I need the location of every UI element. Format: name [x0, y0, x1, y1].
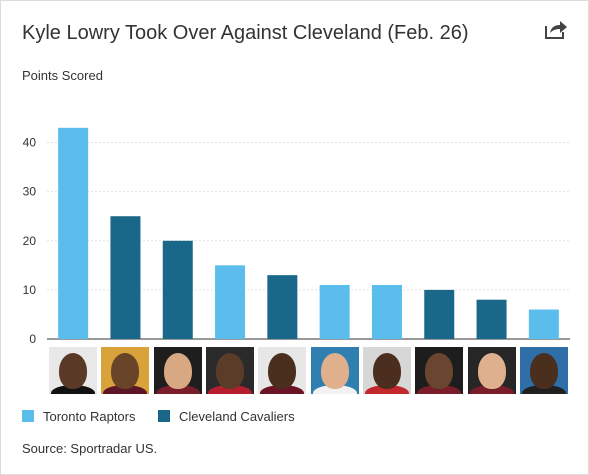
y-tick-label: 10 — [23, 283, 37, 297]
y-tick-label: 0 — [29, 332, 36, 346]
player-photo-kyle-lowry — [49, 347, 98, 394]
bar-kevin-love[interactable] — [162, 240, 193, 339]
player-photo-kevin-love — [153, 347, 202, 394]
player-photo-demar-derozan — [519, 347, 568, 394]
y-tick-label: 40 — [23, 136, 37, 150]
chart-title: Kyle Lowry Took Over Against Cleveland (… — [22, 22, 469, 44]
bar-demar-derozan[interactable] — [528, 309, 559, 339]
bar-jarrett-jack[interactable] — [215, 265, 246, 339]
bar-jonas-valanciunas[interactable] — [319, 284, 350, 339]
player-photo-kyrie-irving — [415, 347, 464, 394]
legend-label-cavaliers: Cleveland Cavaliers — [179, 409, 295, 424]
legend-swatch-cavaliers — [158, 410, 170, 422]
legend-label-raptors: Toronto Raptors — [43, 409, 136, 424]
player-photo-lebron-james — [101, 347, 150, 394]
bar-j-r-smith[interactable] — [267, 275, 298, 339]
player-photo-jonas-valanciunas — [310, 347, 359, 394]
bar-amir-johnson[interactable] — [371, 284, 402, 339]
player-photo-j-r-smith — [258, 347, 307, 394]
legend-item-raptors[interactable]: Toronto Raptors — [22, 409, 136, 424]
player-photo-amir-johnson — [362, 347, 411, 394]
bar-matthew-dellavedova[interactable] — [476, 299, 507, 339]
bar-kyle-lowry[interactable] — [58, 127, 89, 339]
bar-lebron-james[interactable] — [110, 216, 141, 339]
legend-swatch-raptors — [22, 410, 34, 422]
y-tick-label: 20 — [23, 234, 37, 248]
legend-item-cavaliers[interactable]: Cleveland Cavaliers — [158, 409, 295, 424]
player-photo-matthew-dellavedova — [467, 347, 516, 394]
player-photo-jarrett-jack — [206, 347, 255, 394]
y-axis-label: Points Scored — [22, 68, 103, 83]
share-icon[interactable] — [544, 20, 568, 40]
y-tick-label: 30 — [23, 185, 37, 199]
bar-kyrie-irving[interactable] — [424, 289, 455, 339]
source-note: Source: Sportradar US. — [22, 441, 158, 456]
